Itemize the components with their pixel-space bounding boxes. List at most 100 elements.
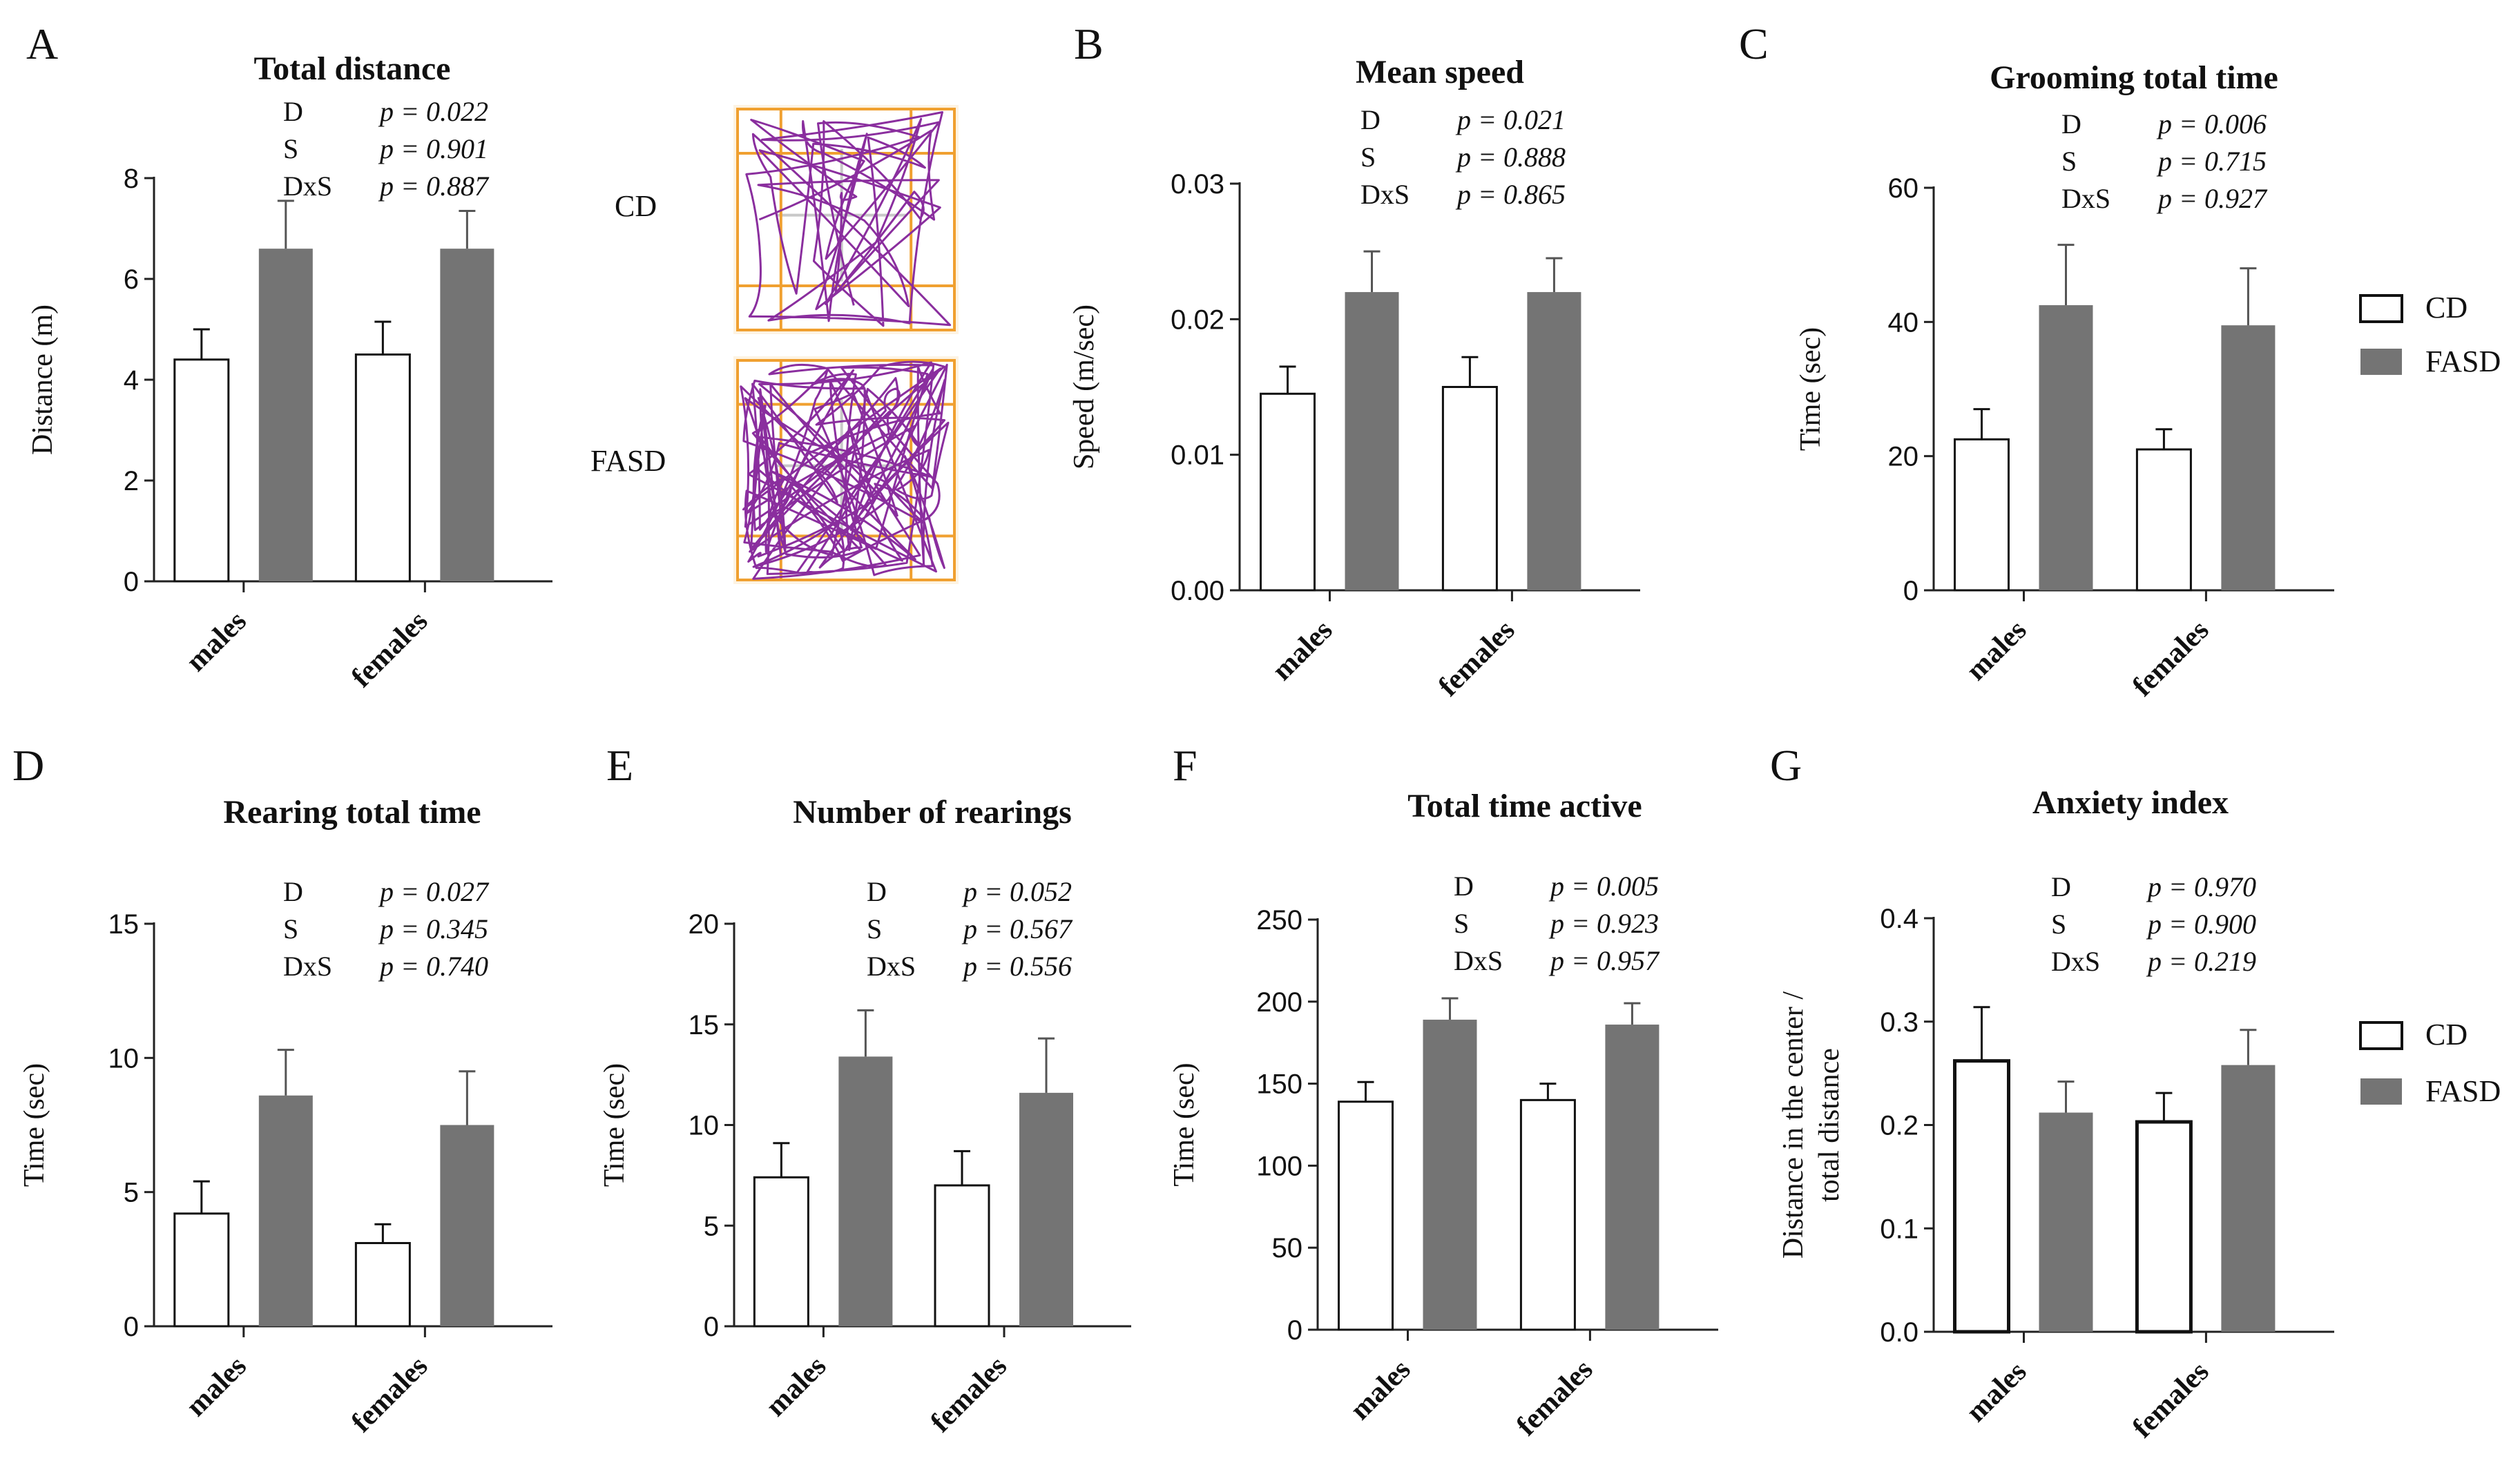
stat-label: S: [1454, 908, 1469, 939]
category-label: females: [925, 1350, 1013, 1439]
stat-p-value: p = 0.901: [378, 133, 488, 164]
chart-title: Anxiety index: [2032, 784, 2229, 821]
panel-letter: C: [1739, 19, 1769, 68]
bar-fasd: [258, 1095, 313, 1326]
y-axis-label: Time (sec): [1795, 327, 1827, 451]
chart-title: Mean speed: [1356, 54, 1524, 90]
chart-title: Total distance: [254, 50, 451, 87]
chart-title: Total time active: [1407, 788, 1642, 824]
stat-label: DxS: [283, 951, 332, 982]
stat-p-value: p = 0.927: [2156, 183, 2268, 214]
chart-panels: A Total distance D p = 0.022 S p = 0.901 DxS p …: [12, 19, 2334, 1444]
arena-fasd: [733, 356, 959, 584]
panel-e: E Number of rearings D p = 0.052 S p = 0.567 D…: [599, 741, 1131, 1439]
legend-swatch-cd: [2359, 1021, 2403, 1050]
bar-fasd: [1605, 1025, 1660, 1330]
stat-p-value: p = 0.345: [378, 913, 488, 944]
y-tick-label: 40: [1888, 307, 1919, 338]
y-tick-label: 0.2: [1880, 1111, 1918, 1141]
category-label: females: [1432, 614, 1521, 703]
arena-cd: [733, 105, 959, 334]
chart-title: Grooming total time: [1990, 59, 2278, 96]
stat-p-value: p = 0.957: [1548, 945, 1660, 976]
y-axis-label: Time (sec): [599, 1063, 631, 1187]
bar-cd: [1338, 1100, 1394, 1331]
stat-label: S: [2051, 909, 2066, 940]
legend-label-fasd: FASD: [2425, 1074, 2501, 1108]
bar-fasd: [1019, 1092, 1073, 1326]
category-label: males: [1960, 614, 2032, 687]
y-axis-label: Distance (m): [27, 304, 59, 455]
y-tick-label: 10: [108, 1043, 140, 1074]
stat-p-value: p = 0.715: [2156, 146, 2267, 177]
bar-fasd: [258, 249, 313, 581]
y-tick-label: 0.3: [1880, 1007, 1918, 1038]
stat-p-value: p = 0.027: [378, 876, 490, 907]
y-tick-label: 0.00: [1171, 576, 1224, 606]
legend-label-fasd: FASD: [2425, 345, 2501, 378]
category-label: females: [2126, 614, 2215, 703]
stat-p-value: p = 0.923: [1548, 908, 1659, 939]
stat-p-value: p = 0.052: [961, 876, 1072, 907]
y-axis-label: Time (sec): [19, 1063, 50, 1187]
y-tick-label: 8: [124, 164, 139, 194]
y-tick-label: 100: [1256, 1151, 1302, 1181]
stat-p-value: p = 0.900: [2146, 909, 2256, 940]
panel-letter: B: [1074, 19, 1104, 68]
stat-label: S: [2061, 146, 2077, 177]
bar-fasd: [838, 1056, 893, 1326]
bar-fasd: [1345, 292, 1399, 590]
panel-g: G Anxiety index D p = 0.970 S p = 0.900 DxS p =…: [1770, 741, 2334, 1444]
stat-p-value: p = 0.021: [1455, 104, 1566, 135]
legend-swatch-cd: [2359, 294, 2403, 323]
stat-label: S: [1360, 142, 1376, 173]
y-tick-label: 0.01: [1171, 440, 1224, 471]
panel-b: B Mean speed D p = 0.021 S p = 0.888 DxS p = 0.…: [1068, 19, 1640, 703]
stat-label: DxS: [283, 171, 332, 202]
stat-label: D: [283, 96, 303, 127]
y-tick-label: 0: [1903, 576, 1918, 606]
bar-cd: [1953, 1059, 2010, 1334]
stat-p-value: p = 0.887: [378, 171, 490, 202]
panel-f: F Total time active D p = 0.005 S p = 0.923 Dx…: [1168, 741, 1718, 1442]
movement-track: [745, 111, 952, 327]
stat-p-value: p = 0.567: [961, 913, 1073, 944]
stat-label: S: [283, 133, 298, 164]
y-tick-label: 10: [689, 1111, 720, 1141]
category-label: males: [760, 1350, 832, 1423]
bar-cd: [173, 1212, 230, 1328]
bar-fasd: [2039, 305, 2093, 590]
stat-p-value: p = 0.006: [2156, 108, 2267, 139]
y-tick-label: 0.02: [1171, 304, 1224, 335]
y-tick-label: 0: [124, 567, 139, 597]
bar-fasd: [1527, 292, 1581, 590]
track-label-fasd: FASD: [590, 444, 666, 478]
category-label: males: [1960, 1356, 2032, 1428]
y-tick-label: 0.0: [1880, 1317, 1918, 1348]
category-label: females: [345, 1350, 434, 1439]
stat-label: D: [867, 876, 887, 907]
y-tick-label: 0: [124, 1312, 139, 1342]
panel-letter: G: [1770, 741, 1802, 790]
bar-fasd: [440, 249, 494, 581]
category-label: females: [2126, 1356, 2215, 1444]
stat-p-value: p = 0.888: [1455, 142, 1566, 173]
y-tick-label: 5: [124, 1178, 139, 1208]
y-tick-label: 2: [124, 466, 139, 496]
panel-letter: E: [606, 741, 633, 790]
y-tick-label: 20: [689, 909, 720, 940]
bar-cd: [1260, 392, 1316, 592]
panel-letter: D: [12, 741, 44, 790]
bar-cd: [2135, 448, 2192, 592]
y-axis-label: Time (sec): [1168, 1063, 1200, 1186]
stat-label: DxS: [2051, 946, 2100, 977]
legend-label-cd: CD: [2425, 291, 2468, 324]
movement-track: [740, 360, 950, 580]
stat-label: D: [2061, 108, 2081, 139]
category-label: males: [1344, 1354, 1416, 1426]
bar-cd: [1519, 1098, 1576, 1331]
panel-letter: F: [1173, 741, 1198, 790]
legend-top: CD FASD: [2359, 291, 2501, 378]
y-tick-label: 0: [1287, 1315, 1302, 1346]
